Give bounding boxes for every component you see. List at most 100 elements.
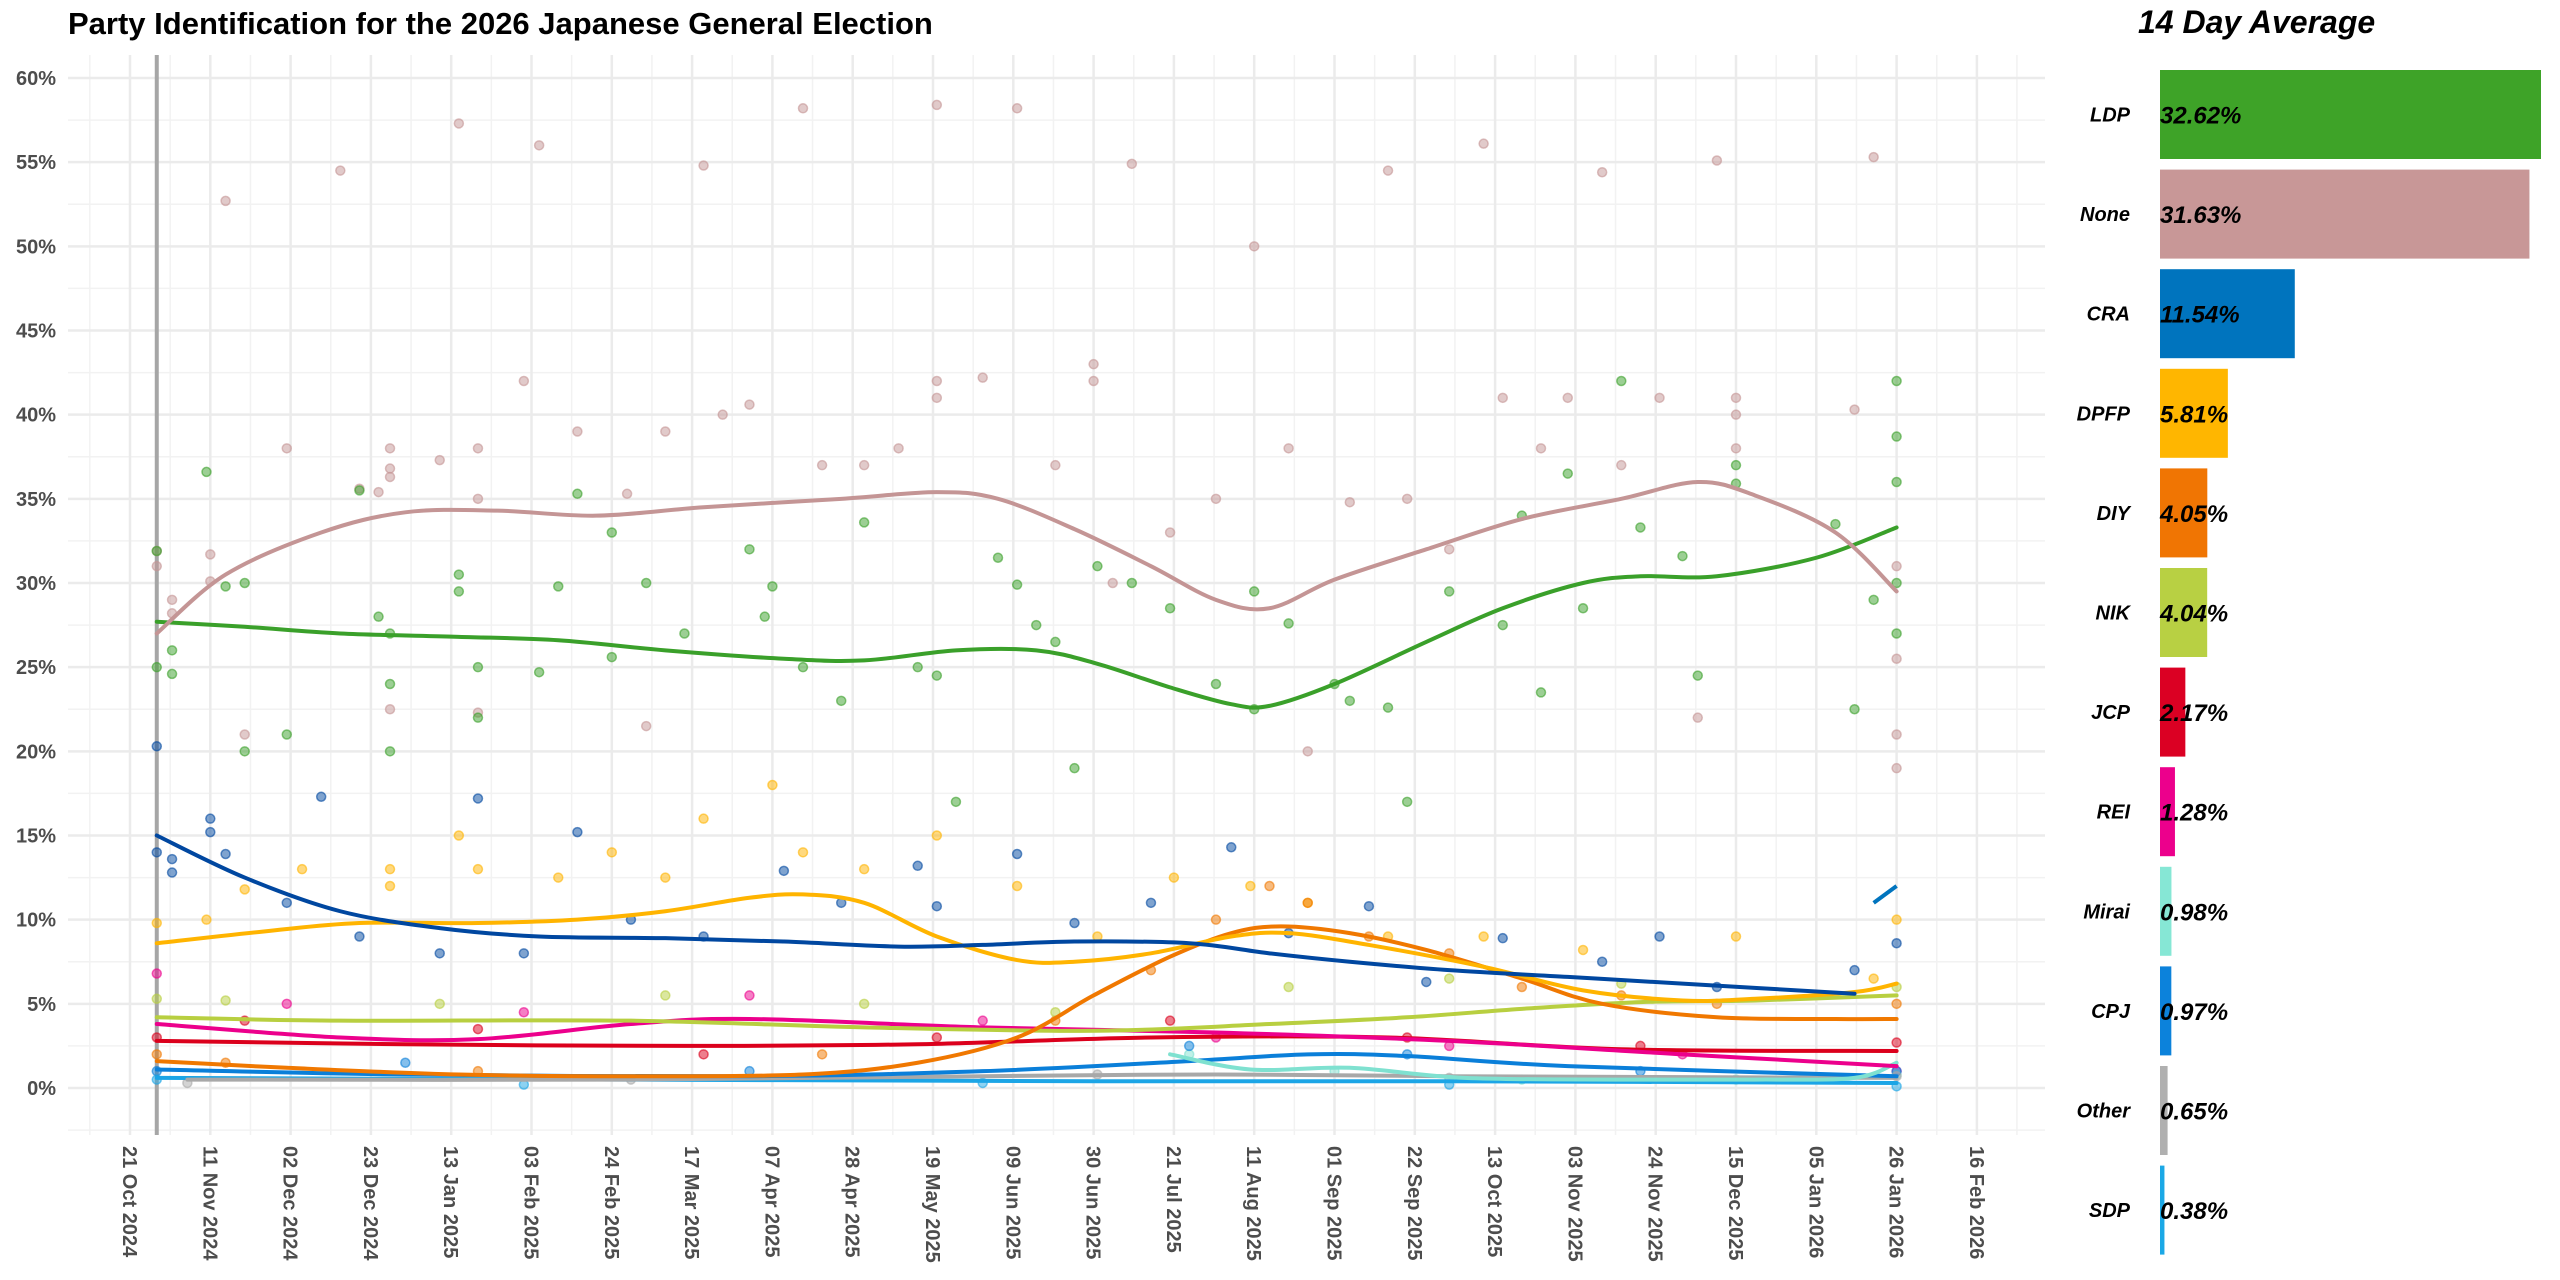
data-point [1891, 628, 1902, 639]
data-point [1011, 103, 1023, 114]
data-point [767, 779, 778, 791]
data-point [1891, 762, 1902, 774]
data-point [1849, 704, 1860, 715]
bar-category-label: CRA [2087, 304, 2130, 326]
data-point [1069, 762, 1080, 774]
data-point [572, 826, 583, 838]
data-point [1302, 746, 1313, 757]
bar-value-label: 1.28% [2160, 800, 2228, 827]
data-point [1635, 522, 1646, 533]
data-point [151, 1049, 163, 1060]
data-point [166, 867, 178, 878]
data-point [1069, 917, 1080, 929]
data-point [992, 552, 1004, 563]
trend-line-dpfp [154, 892, 1899, 1003]
x-tick-label: 24 Nov 2025 [1644, 1146, 1666, 1262]
trend-lines [154, 479, 1899, 1085]
bar-category-label: REI [2097, 802, 2131, 824]
bar [2160, 468, 2208, 558]
data-point [384, 463, 396, 474]
data-point [931, 900, 943, 912]
data-point [1562, 468, 1574, 479]
trend-line-mirai [1168, 1052, 1899, 1082]
x-tick-label: 17 Mar 2025 [680, 1146, 702, 1259]
data-point [1711, 155, 1723, 166]
data-point [1891, 560, 1902, 572]
data-point [1344, 695, 1356, 707]
data-point [472, 661, 484, 673]
x-tick-label: 26 Jan 2026 [1885, 1146, 1907, 1258]
data-point [1283, 981, 1294, 993]
data-point [1692, 712, 1704, 723]
y-tick-label: 25% [16, 657, 56, 679]
data-point [977, 1015, 988, 1026]
data-point [759, 611, 771, 622]
data-point [151, 661, 163, 673]
y-axis: 0% 5% 10% 15% 20% 25% 30% 35% 40% 45% 50% 55% 60% [16, 68, 56, 1100]
data-point [931, 375, 943, 387]
bar-value-label: 5.81% [2160, 401, 2228, 428]
data-point [572, 426, 583, 437]
data-point [1616, 459, 1627, 471]
data-point [1421, 976, 1432, 988]
bar-value-label: 0.98% [2160, 899, 2228, 926]
data-point [151, 847, 163, 858]
data-point [151, 917, 163, 929]
data-point [797, 103, 809, 114]
trend-line-rei [154, 1016, 1899, 1069]
bar-row-jcp: JCP 2.17% [2091, 667, 2228, 757]
bar-value-label: 0.97% [2160, 999, 2228, 1026]
data-point [1730, 443, 1742, 454]
bar-row-diy: DIY 4.05% [2097, 468, 2228, 558]
data-point [1577, 944, 1589, 956]
data-point [1011, 579, 1023, 590]
data-point [1107, 577, 1118, 589]
data-point [1868, 594, 1879, 606]
data-point [816, 1049, 828, 1060]
points-ldp [151, 375, 1902, 808]
data-point [858, 863, 870, 875]
data-point [606, 527, 618, 538]
grid [68, 55, 2045, 1135]
data-point [1443, 586, 1455, 597]
bar-row-sdp: SDP 0.38% [2089, 1165, 2228, 1255]
scatter-points [151, 99, 1902, 1092]
points-nik [151, 973, 1902, 1018]
data-point [1011, 880, 1023, 892]
average-panel-title: 14 Day Average [2138, 4, 2376, 40]
data-point [472, 793, 484, 804]
data-point [744, 544, 755, 555]
y-tick-label: 45% [16, 321, 56, 343]
bar-value-label: 0.65% [2160, 1099, 2228, 1126]
data-point [1088, 375, 1099, 387]
data-point [1849, 404, 1860, 415]
x-tick-label: 22 Sep 2025 [1403, 1146, 1425, 1261]
data-point [1164, 527, 1176, 538]
data-point [1596, 956, 1608, 967]
data-point [1730, 931, 1742, 942]
bar-row-mirai: Mirai 0.98% [2083, 866, 2228, 956]
bar-row-other: Other 0.65% [2077, 1066, 2228, 1155]
x-tick-label: 03 Feb 2025 [520, 1146, 542, 1259]
data-point [1692, 670, 1704, 681]
data-point [220, 848, 231, 860]
bar-value-label: 4.04% [2159, 601, 2228, 628]
x-tick-label: 13 Jan 2025 [439, 1146, 461, 1258]
x-tick-label: 07 Apr 2025 [760, 1146, 782, 1258]
data-point [1497, 932, 1508, 944]
trend-line-cra-recent [1872, 884, 1898, 905]
data-point [201, 466, 212, 478]
y-tick-label: 10% [16, 910, 56, 932]
x-axis: 21 Oct 2024 11 Nov 2024 02 Dec 2024 23 Dec … [118, 1146, 1987, 1263]
bar [2160, 169, 2530, 259]
data-point [373, 611, 384, 622]
data-point [1891, 375, 1902, 387]
data-point [912, 661, 923, 673]
y-tick-label: 35% [16, 489, 56, 511]
data-point [660, 426, 671, 437]
bar [2160, 269, 2295, 359]
bar [2160, 70, 2541, 159]
bar-category-label: CPJ [2091, 1001, 2131, 1023]
data-point [1891, 431, 1902, 442]
x-tick-label: 11 Nov 2024 [198, 1146, 220, 1261]
